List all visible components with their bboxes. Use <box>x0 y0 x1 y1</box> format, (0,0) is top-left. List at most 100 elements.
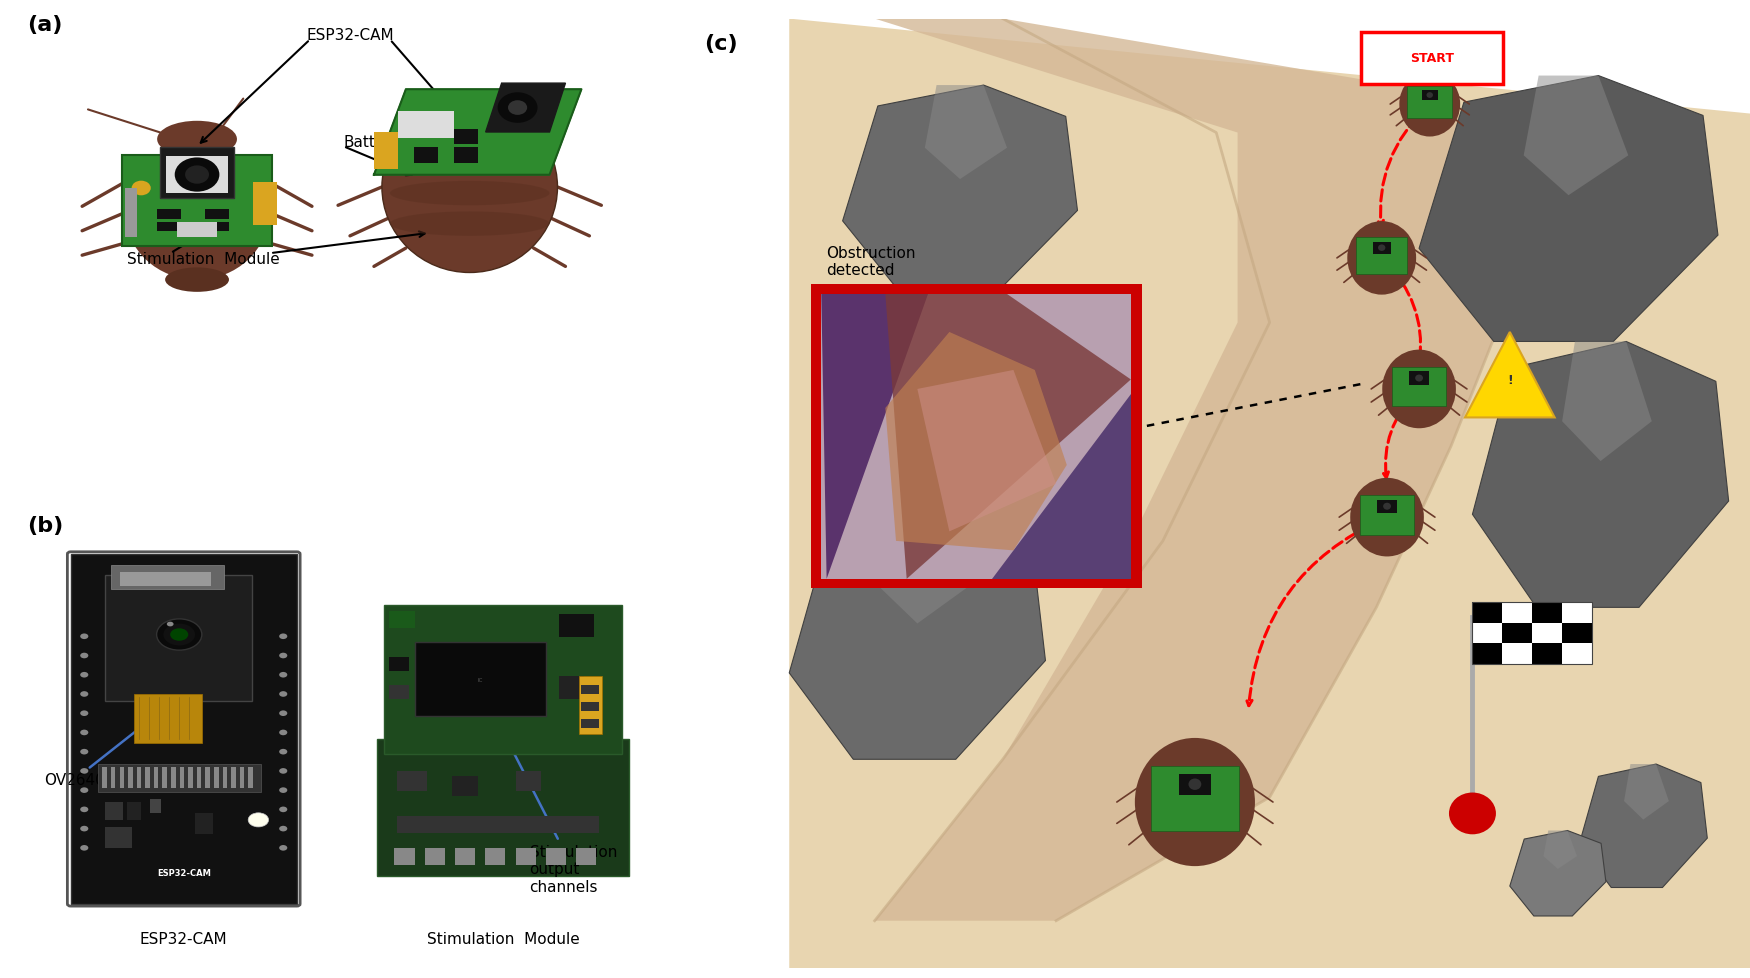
Polygon shape <box>487 84 565 133</box>
Bar <box>388 611 415 628</box>
Bar <box>214 768 219 788</box>
Text: Obstruction
detected: Obstruction detected <box>826 245 915 278</box>
Circle shape <box>170 629 189 642</box>
Bar <box>145 768 150 788</box>
Bar <box>121 572 212 586</box>
Ellipse shape <box>158 121 236 158</box>
Bar <box>172 768 175 788</box>
Circle shape <box>280 730 287 735</box>
Circle shape <box>1426 93 1433 99</box>
Bar <box>374 133 397 169</box>
Bar <box>1502 602 1533 623</box>
Text: Stimulation
output
channels: Stimulation output channels <box>509 743 618 894</box>
Ellipse shape <box>1382 350 1456 428</box>
Polygon shape <box>1578 764 1708 888</box>
Ellipse shape <box>164 268 229 292</box>
Bar <box>128 768 133 788</box>
Bar <box>558 677 584 699</box>
Bar <box>126 189 136 238</box>
Circle shape <box>507 101 527 115</box>
Polygon shape <box>1419 76 1718 342</box>
Bar <box>177 222 217 238</box>
Bar <box>821 294 1130 579</box>
Polygon shape <box>924 86 1006 180</box>
Text: !: ! <box>1507 374 1512 386</box>
Bar <box>1472 602 1502 623</box>
Bar <box>397 771 427 791</box>
Bar <box>394 848 415 865</box>
Text: ESP32-CAM: ESP32-CAM <box>158 867 210 877</box>
Circle shape <box>497 93 537 123</box>
Circle shape <box>1416 376 1423 382</box>
Polygon shape <box>1472 342 1729 607</box>
Circle shape <box>80 749 88 755</box>
Bar <box>425 848 444 865</box>
Bar <box>1472 644 1502 665</box>
Bar <box>1421 91 1438 102</box>
Polygon shape <box>1544 830 1577 869</box>
Circle shape <box>1382 504 1391 511</box>
Ellipse shape <box>1400 72 1459 137</box>
Bar <box>105 575 252 701</box>
Bar <box>150 799 161 813</box>
Circle shape <box>1188 778 1200 790</box>
Polygon shape <box>1563 342 1652 462</box>
Bar <box>1407 87 1452 119</box>
Bar <box>254 183 276 225</box>
Ellipse shape <box>390 182 550 206</box>
Text: (b): (b) <box>28 515 63 535</box>
Circle shape <box>80 653 88 658</box>
Bar <box>455 848 476 865</box>
Bar <box>105 803 123 820</box>
FancyBboxPatch shape <box>159 148 234 199</box>
Bar <box>1180 774 1211 795</box>
Ellipse shape <box>390 152 550 176</box>
Circle shape <box>280 634 287 640</box>
Polygon shape <box>917 371 1057 532</box>
Circle shape <box>80 826 88 831</box>
Bar <box>453 148 478 163</box>
Bar <box>453 130 478 145</box>
Circle shape <box>175 158 219 193</box>
Polygon shape <box>1524 76 1628 196</box>
Bar <box>516 848 536 865</box>
Bar <box>128 803 140 820</box>
Text: ESP32-CAM: ESP32-CAM <box>306 27 394 43</box>
Polygon shape <box>886 333 1068 551</box>
Bar <box>205 210 229 219</box>
Circle shape <box>80 845 88 851</box>
Bar <box>180 768 184 788</box>
Circle shape <box>80 807 88 813</box>
Bar <box>1533 623 1563 644</box>
Bar <box>163 768 166 788</box>
Bar <box>581 686 598 694</box>
Circle shape <box>280 711 287 716</box>
Circle shape <box>80 634 88 640</box>
Bar <box>546 848 567 865</box>
Bar <box>112 565 224 590</box>
Polygon shape <box>992 394 1130 579</box>
Bar <box>1533 644 1563 665</box>
Bar <box>205 768 210 788</box>
Polygon shape <box>844 86 1078 294</box>
Bar <box>1472 602 1592 665</box>
Bar <box>231 768 236 788</box>
Bar <box>388 686 410 699</box>
Polygon shape <box>886 294 1130 579</box>
Bar <box>240 768 245 788</box>
Ellipse shape <box>1351 478 1424 556</box>
Bar <box>1563 602 1592 623</box>
Circle shape <box>156 619 201 650</box>
FancyBboxPatch shape <box>1362 33 1503 85</box>
Bar <box>1377 500 1396 513</box>
Circle shape <box>80 730 88 735</box>
Circle shape <box>80 691 88 697</box>
Bar <box>385 605 621 754</box>
Circle shape <box>163 624 194 645</box>
Polygon shape <box>1465 333 1554 418</box>
Text: (a): (a) <box>28 15 63 35</box>
Bar <box>413 148 438 163</box>
Bar <box>1533 602 1563 623</box>
Circle shape <box>280 749 287 755</box>
Bar <box>102 768 107 788</box>
